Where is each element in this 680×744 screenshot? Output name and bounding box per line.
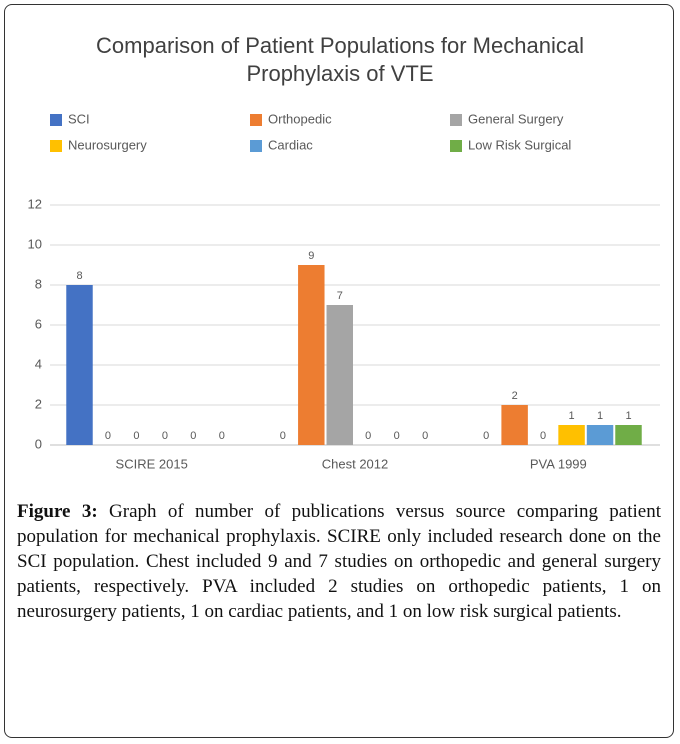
bar — [298, 265, 324, 445]
y-tick-label: 10 — [28, 236, 42, 251]
legend-swatch — [250, 140, 262, 152]
caption-label: Figure 3: — [17, 501, 98, 522]
figure-frame: Comparison of Patient Populations for Me… — [4, 4, 674, 738]
y-tick-label: 2 — [35, 396, 42, 411]
legend-label: Orthopedic — [268, 111, 332, 126]
legend-label: SCI — [68, 111, 90, 126]
x-tick-label: Chest 2012 — [322, 456, 389, 471]
bar — [615, 425, 641, 445]
legend-label: Cardiac — [268, 137, 313, 152]
chart-title: Comparison of Patient Populations for Me… — [96, 33, 584, 86]
data-label: 1 — [569, 410, 575, 422]
legend-swatch — [250, 114, 262, 126]
legend-swatch — [450, 140, 462, 152]
data-label: 0 — [422, 430, 428, 442]
x-tick-label: SCIRE 2015 — [116, 456, 188, 471]
data-label: 0 — [219, 430, 225, 442]
legend-swatch — [50, 114, 62, 126]
x-tick-label: PVA 1999 — [530, 456, 587, 471]
data-label: 7 — [337, 290, 343, 302]
data-label: 0 — [483, 430, 489, 442]
bar — [501, 405, 527, 445]
caption-text: Graph of number of publications versus s… — [17, 501, 661, 622]
y-tick-label: 4 — [35, 356, 42, 371]
y-tick-label: 8 — [35, 276, 42, 291]
legend-label: General Surgery — [468, 111, 564, 126]
data-label: 0 — [105, 430, 111, 442]
bar — [66, 285, 92, 445]
legend-swatch — [450, 114, 462, 126]
data-label: 1 — [597, 410, 603, 422]
y-tick-label: 12 — [28, 196, 42, 211]
data-label: 0 — [280, 430, 286, 442]
bar — [327, 305, 353, 445]
bar — [558, 425, 584, 445]
legend-swatch — [50, 140, 62, 152]
data-label: 1 — [625, 410, 631, 422]
y-tick-label: 6 — [35, 316, 42, 331]
data-label: 2 — [512, 390, 518, 402]
data-label: 0 — [133, 430, 139, 442]
bar — [587, 425, 613, 445]
data-label: 0 — [394, 430, 400, 442]
data-label: 0 — [365, 430, 371, 442]
caption: Figure 3: Graph of number of publication… — [17, 499, 661, 624]
data-label: 0 — [162, 430, 168, 442]
chart: Comparison of Patient Populations for Me… — [5, 5, 674, 489]
data-label: 8 — [76, 270, 82, 282]
data-label: 0 — [190, 430, 196, 442]
data-label: 9 — [308, 250, 314, 262]
legend-label: Low Risk Surgical — [468, 137, 571, 152]
legend-label: Neurosurgery — [68, 137, 147, 152]
y-tick-label: 0 — [35, 436, 42, 451]
data-label: 0 — [540, 430, 546, 442]
